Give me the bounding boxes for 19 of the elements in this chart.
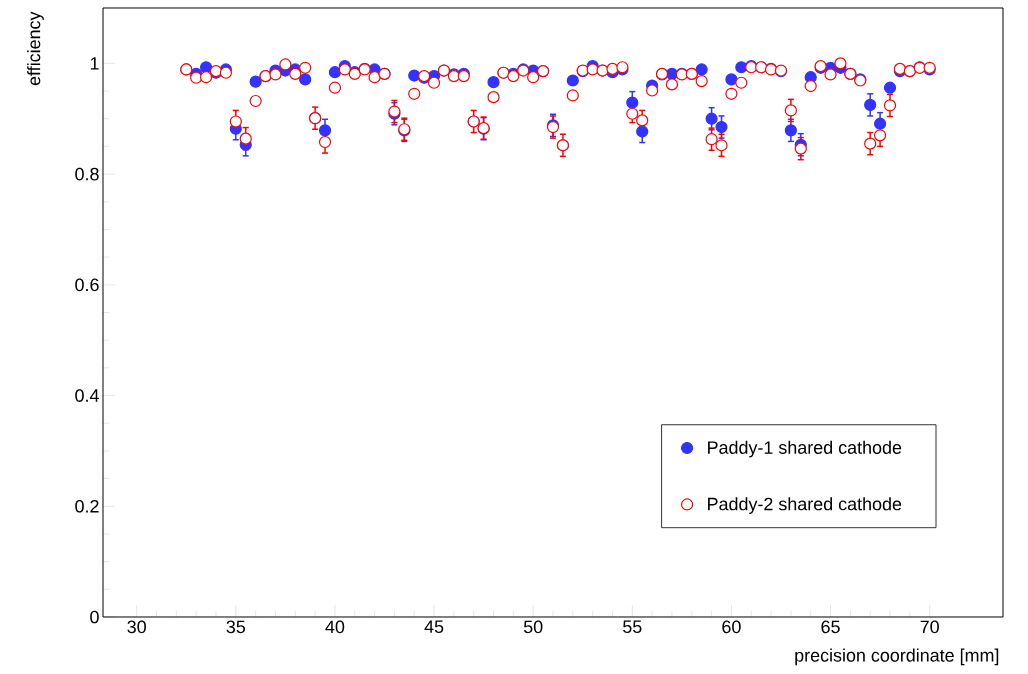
legend-label: Paddy-2 shared cathode bbox=[708, 497, 902, 514]
x-tick-label: 35 bbox=[226, 620, 246, 634]
legend-label: Paddy-1 shared cathode bbox=[708, 440, 902, 458]
y-tick-label: 0 bbox=[90, 610, 99, 624]
x-tick-label: 40 bbox=[325, 620, 345, 634]
y-tick-label: 0.8 bbox=[75, 167, 99, 181]
y-axis-title: efficiency bbox=[27, 11, 44, 86]
x-tick-label: 65 bbox=[821, 620, 840, 634]
x-tick-label: 30 bbox=[127, 620, 146, 634]
y-tick-label: 0.4 bbox=[75, 389, 99, 402]
x-tick-label: 55 bbox=[623, 620, 642, 634]
y-tick-label: 1 bbox=[90, 57, 99, 70]
y-tick-label: 0.2 bbox=[75, 499, 99, 513]
x-tick-label: 60 bbox=[722, 620, 741, 634]
x-tick-label: 45 bbox=[424, 620, 444, 634]
x-axis-title: precision coordinate [mm] bbox=[795, 648, 999, 666]
x-tick-label: 70 bbox=[920, 620, 939, 634]
y-tick-label: 0.6 bbox=[75, 278, 99, 292]
x-tick-label: 50 bbox=[523, 620, 543, 634]
